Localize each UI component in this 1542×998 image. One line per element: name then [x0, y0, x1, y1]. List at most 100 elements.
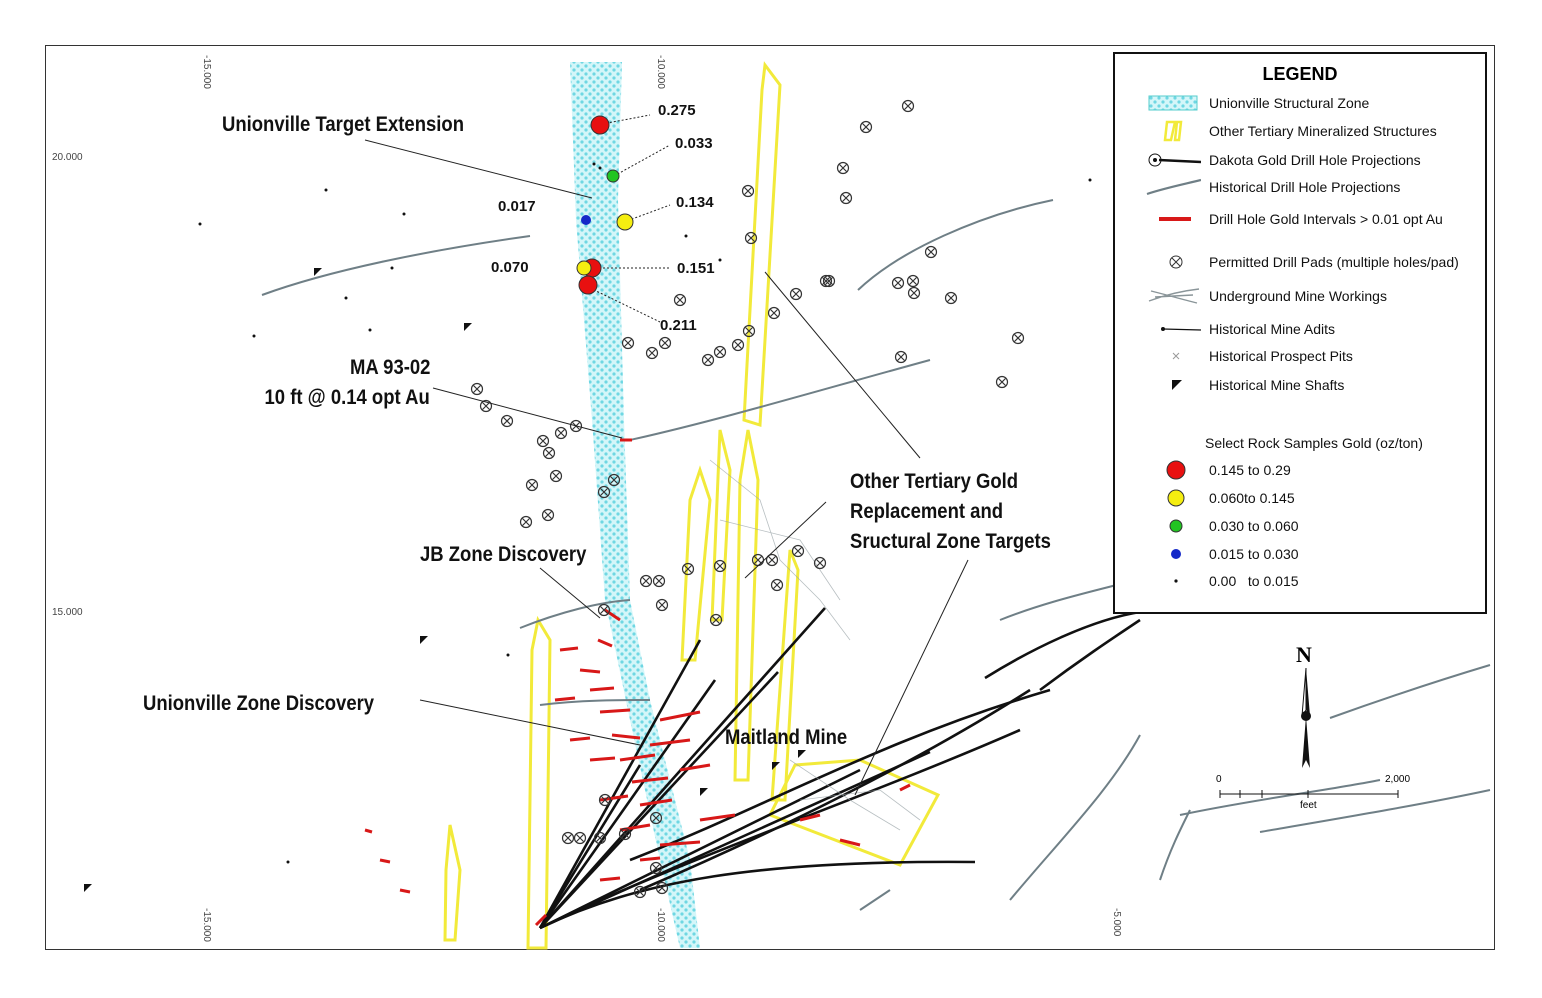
- drill-pad-cross: [909, 277, 917, 285]
- drill-pad-icon: [633, 885, 647, 899]
- sample-blue-icon: [1171, 549, 1181, 559]
- drill-pad-icon: [597, 603, 611, 617]
- scale-start: 0: [1216, 774, 1222, 785]
- small-x-icon: [1172, 352, 1180, 360]
- black-line-with-collar-icon: [1148, 153, 1201, 167]
- drill-pad-icon: [639, 574, 653, 588]
- drill-pad-icon: [906, 274, 920, 288]
- legend-title: LEGEND: [1262, 64, 1338, 84]
- drill-pad-cross: [716, 562, 724, 570]
- north-arrow: N: [1288, 640, 1328, 780]
- callout-ma-line1: MA 93-02: [349, 356, 430, 379]
- sample-yellow: [616, 213, 634, 231]
- callout-other-line2: Replacement and: [850, 500, 1004, 523]
- drill-pad-icon: [470, 382, 484, 396]
- drill-pad-icon: [891, 276, 905, 290]
- drill-pad-cross: [600, 488, 608, 496]
- drill-pad-icon: [1011, 331, 1025, 345]
- sample-yellow-icon: [1167, 489, 1185, 507]
- scale-unit: feet: [1300, 800, 1317, 811]
- callout-other-line1: Other Tertiary Gold: [850, 470, 1019, 493]
- sample-value: 0.151: [677, 260, 715, 277]
- drill-pad-icon: [593, 831, 607, 845]
- drill-pad-cross: [552, 472, 560, 480]
- scale-ruler-icon: [1219, 790, 1399, 798]
- drill-pad-icon: [618, 827, 632, 841]
- drill-pad-icon: [519, 515, 533, 529]
- sample-value: 0.275: [658, 102, 696, 119]
- drill-pad-icon: [995, 375, 1009, 389]
- drill-pad-cross: [624, 339, 632, 347]
- drill-pad-cross: [676, 296, 684, 304]
- rock-samples: [198, 115, 1092, 864]
- drill-pad-cross: [539, 437, 547, 445]
- drill-pad-icon: [573, 831, 587, 845]
- legend-item-label: Underground Mine Workings: [1209, 288, 1387, 304]
- drill-pad-cross: [745, 327, 753, 335]
- drill-pad-cross: [716, 348, 724, 356]
- drill-pad-cross: [704, 356, 712, 364]
- drill-pad-icon: [791, 544, 805, 558]
- drill-pad-cross: [816, 559, 824, 567]
- drill-pad-icon: [655, 598, 669, 612]
- drill-pad-cross: [600, 606, 608, 614]
- drill-pad-cross: [658, 601, 666, 609]
- dakota-drill-holes: [538, 607, 1141, 930]
- drill-pad-icon: [901, 99, 915, 113]
- drill-pad-cross: [842, 194, 850, 202]
- legend-item-label: Historical Prospect Pits: [1209, 348, 1353, 364]
- gray-line-icon: [1146, 178, 1201, 196]
- grid-x-bottom-2: -10.000: [655, 908, 666, 942]
- drill-pad-icon: [536, 434, 550, 448]
- sample-range-label: 0.060to 0.145: [1209, 490, 1295, 506]
- drill-pad-icon: [765, 553, 779, 567]
- sample-range-label: 0.030 to 0.060: [1209, 518, 1299, 534]
- sample-blue: [581, 215, 591, 225]
- circled-x-icon: [1169, 255, 1183, 269]
- sample-yellow: [576, 260, 592, 276]
- drill-pad-cross: [544, 511, 552, 519]
- grid-x-bottom-1: -15.000: [201, 908, 212, 942]
- drill-pad-cross: [528, 481, 536, 489]
- drill-pad-icon: [713, 345, 727, 359]
- drill-pad-cross: [862, 123, 870, 131]
- drill-pad-icon: [836, 161, 850, 175]
- crossed-lines-icon: [1148, 288, 1200, 304]
- legend-item-label: Other Tertiary Mineralized Structures: [1209, 123, 1437, 139]
- callout-other-line3: Sructural Zone Targets: [850, 530, 1051, 553]
- legend: LEGEND Unionville Structural Zone Other …: [1113, 52, 1487, 614]
- drill-pad-cross: [503, 417, 511, 425]
- drill-pad-cross: [747, 234, 755, 242]
- drill-pad-icon: [813, 556, 827, 570]
- drill-pad-cross: [636, 888, 644, 896]
- drill-pad-cross: [482, 402, 490, 410]
- drill-pads: [470, 99, 1025, 899]
- drill-pad-icon: [542, 446, 556, 460]
- drill-pad-icon: [742, 324, 756, 338]
- drill-pad-icon: [894, 350, 908, 364]
- drill-pad-cross: [744, 187, 752, 195]
- drill-pad-icon: [655, 881, 669, 895]
- drill-pad-cross: [601, 796, 609, 804]
- drill-pad-cross: [794, 547, 802, 555]
- cyan-hatched-zone-icon: [1148, 95, 1198, 111]
- drill-pad-icon: [649, 811, 663, 825]
- drill-pad-cross: [825, 277, 833, 285]
- red-segment-icon: [1159, 217, 1191, 221]
- drill-pad-icon: [673, 293, 687, 307]
- callout-target-extension: Unionville Target Extension: [222, 113, 464, 136]
- sample-value: 0.017: [498, 198, 536, 215]
- dot-line-icon: [1161, 327, 1201, 331]
- drill-pad-icon: [681, 562, 695, 576]
- drill-pad-cross: [998, 378, 1006, 386]
- drill-pad-icon: [569, 419, 583, 433]
- sample-range-label: 0.145 to 0.29: [1209, 462, 1291, 478]
- sample-red: [578, 275, 598, 295]
- sample-green: [606, 169, 620, 183]
- drill-pad-cross: [557, 429, 565, 437]
- drill-pad-cross: [596, 834, 604, 842]
- drill-pad-cross: [712, 616, 720, 624]
- grid-x-top-2: -10.000: [655, 55, 666, 89]
- legend-item-label: Historical Drill Hole Projections: [1209, 179, 1401, 195]
